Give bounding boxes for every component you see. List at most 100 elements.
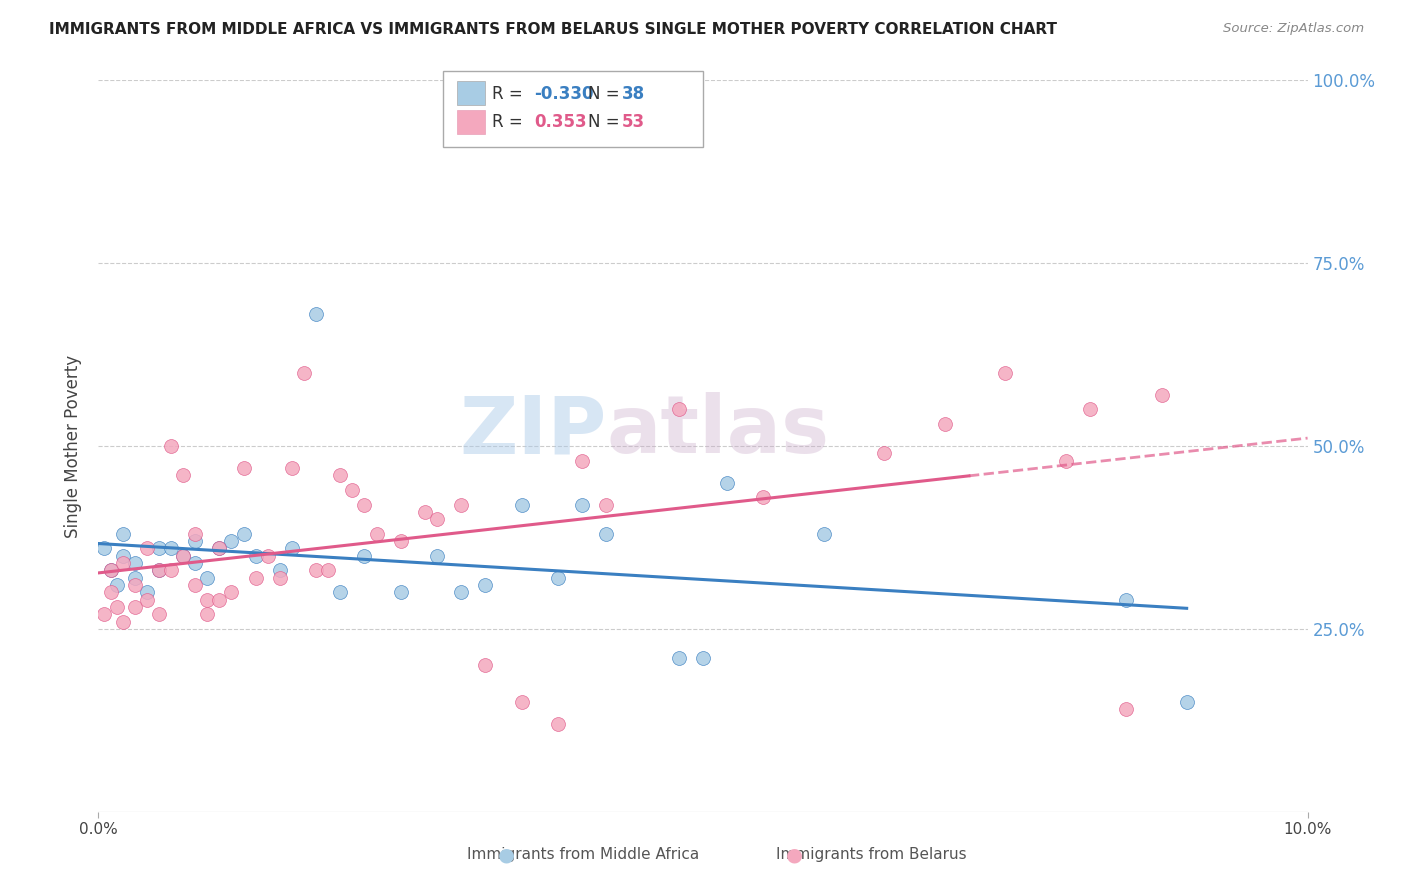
Point xyxy=(716,475,738,490)
Point xyxy=(172,549,194,563)
Text: R =: R = xyxy=(492,113,533,131)
Point xyxy=(510,498,533,512)
Point xyxy=(124,578,146,592)
Point xyxy=(353,549,375,563)
Point xyxy=(195,607,218,622)
Point xyxy=(389,534,412,549)
Point xyxy=(329,468,352,483)
Text: IMMIGRANTS FROM MIDDLE AFRICA VS IMMIGRANTS FROM BELARUS SINGLE MOTHER POVERTY C: IMMIGRANTS FROM MIDDLE AFRICA VS IMMIGRA… xyxy=(49,22,1057,37)
Point xyxy=(994,366,1017,380)
Text: atlas: atlas xyxy=(606,392,830,470)
Text: N =: N = xyxy=(588,113,624,131)
Point xyxy=(221,585,243,599)
Point xyxy=(256,549,278,563)
Point xyxy=(547,571,569,585)
Point xyxy=(135,592,157,607)
Point xyxy=(172,468,194,483)
Point xyxy=(316,563,339,577)
Point xyxy=(172,549,194,563)
Point xyxy=(184,526,207,541)
Point xyxy=(813,526,835,541)
Text: Immigrants from Belarus: Immigrants from Belarus xyxy=(776,847,967,862)
Point xyxy=(269,571,291,585)
Text: 0.353: 0.353 xyxy=(534,113,586,131)
Text: ZIP: ZIP xyxy=(458,392,606,470)
Point xyxy=(111,556,134,570)
Point xyxy=(148,607,170,622)
Point xyxy=(510,695,533,709)
Text: 38: 38 xyxy=(621,85,644,103)
Point xyxy=(752,490,775,504)
Point xyxy=(281,541,304,556)
Point xyxy=(474,658,496,673)
Point xyxy=(1175,695,1198,709)
Point xyxy=(426,549,449,563)
Point xyxy=(232,526,254,541)
Point xyxy=(595,498,617,512)
Point xyxy=(208,541,231,556)
Point xyxy=(135,541,157,556)
Text: R =: R = xyxy=(492,85,529,103)
Point xyxy=(245,549,267,563)
Point xyxy=(1115,702,1137,716)
Point xyxy=(111,615,134,629)
Point xyxy=(1054,453,1077,467)
Text: ●: ● xyxy=(786,845,803,864)
Point xyxy=(245,571,267,585)
Point xyxy=(208,592,231,607)
Point xyxy=(450,585,472,599)
Point xyxy=(184,578,207,592)
Point xyxy=(111,549,134,563)
Point xyxy=(148,563,170,577)
Text: Source: ZipAtlas.com: Source: ZipAtlas.com xyxy=(1223,22,1364,36)
Point xyxy=(160,563,183,577)
Point xyxy=(148,563,170,577)
Point xyxy=(160,541,183,556)
Point xyxy=(292,366,315,380)
Point xyxy=(366,526,388,541)
Text: -0.330: -0.330 xyxy=(534,85,593,103)
Point xyxy=(100,563,122,577)
Point xyxy=(208,541,231,556)
Point xyxy=(450,498,472,512)
Text: N =: N = xyxy=(588,85,624,103)
Point xyxy=(93,607,115,622)
Point xyxy=(100,563,122,577)
Text: 53: 53 xyxy=(621,113,644,131)
Point xyxy=(269,563,291,577)
Point xyxy=(426,512,449,526)
Point xyxy=(1152,388,1174,402)
Point xyxy=(413,505,436,519)
Point xyxy=(221,534,243,549)
Point xyxy=(281,461,304,475)
Point xyxy=(100,585,122,599)
Point xyxy=(195,592,218,607)
Point xyxy=(184,534,207,549)
Point xyxy=(305,563,328,577)
Y-axis label: Single Mother Poverty: Single Mother Poverty xyxy=(65,354,83,538)
Point xyxy=(232,461,254,475)
Text: ●: ● xyxy=(498,845,515,864)
Text: Immigrants from Middle Africa: Immigrants from Middle Africa xyxy=(467,847,700,862)
Point xyxy=(93,541,115,556)
Point xyxy=(474,578,496,592)
Point xyxy=(124,599,146,614)
Point xyxy=(571,453,593,467)
Point xyxy=(692,651,714,665)
Point xyxy=(934,417,956,431)
Point xyxy=(595,526,617,541)
Point xyxy=(329,585,352,599)
Point xyxy=(148,541,170,556)
Point xyxy=(668,402,690,417)
Point xyxy=(1078,402,1101,417)
Point xyxy=(1115,592,1137,607)
Point xyxy=(111,526,134,541)
Point xyxy=(547,717,569,731)
Point xyxy=(160,439,183,453)
Point xyxy=(873,446,896,460)
Point xyxy=(195,571,218,585)
Point xyxy=(342,483,364,497)
Point xyxy=(105,599,128,614)
Point xyxy=(305,307,328,321)
Point xyxy=(124,571,146,585)
